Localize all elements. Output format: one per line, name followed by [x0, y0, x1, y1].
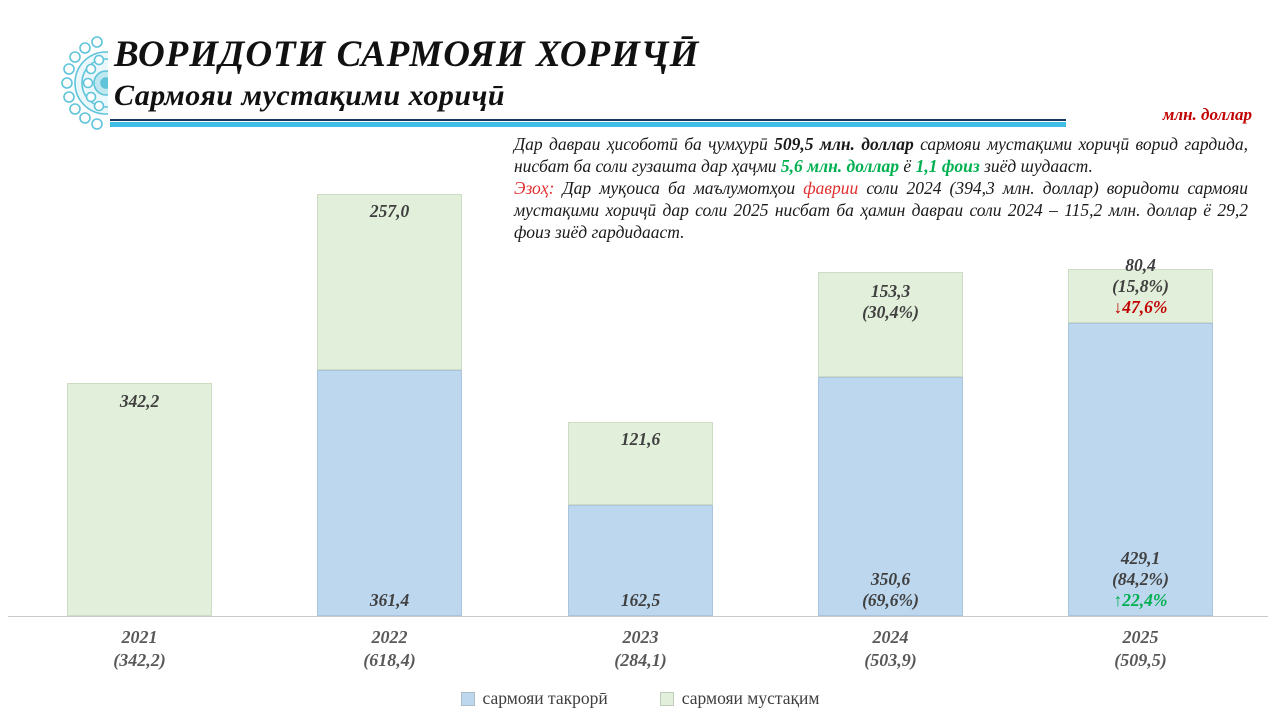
bar-label-direct: 80,4 (15,8%) ↓47,6%: [1048, 255, 1233, 318]
bar-label-reinvested: 350,6 (69,6%): [798, 569, 983, 611]
x-axis-total: (618,4): [363, 650, 416, 670]
commentary-segment: фаврии: [803, 178, 859, 198]
ornament-logo: [61, 36, 108, 130]
commentary-segment: Эзоҳ:: [514, 178, 555, 198]
bar-segment-reinvested: [818, 376, 963, 616]
bar-label-reinvested: 429,1 (84,2%) ↑22,4%: [1048, 548, 1233, 611]
commentary-segment: соли 2024 (394,3 млн. доллар) воридоти с…: [514, 178, 1248, 242]
legend-item: сармояи такрорӣ: [460, 688, 608, 709]
legend-label: сармояи такрорӣ: [482, 688, 608, 708]
legend-swatch: [659, 691, 674, 706]
bar-label-line: 361,4: [369, 590, 410, 610]
page-subtitle: Сармояи мустақими хориҷӣ: [114, 78, 506, 112]
bar-label-reinvested: 162,5: [548, 590, 733, 611]
bar-label-line: 429,1: [1120, 548, 1161, 568]
bar-label-line: (15,8%): [1112, 275, 1169, 296]
bar-label-line: 121,6: [620, 429, 661, 450]
commentary-segment: Дар давраи ҳисоботӣ ба ҷумҳурӣ: [514, 134, 775, 154]
x-axis-line: [8, 616, 1268, 617]
commentary-segment: Дар муқоиса ба маълумотҳои: [554, 178, 804, 198]
commentary-segment: 5,6 млн. доллар: [780, 156, 900, 176]
bar-label-line: ↓47,6%: [1113, 296, 1168, 317]
x-axis-year: 2024: [872, 627, 909, 647]
bar-label-line: (69,6%): [862, 590, 919, 610]
bar-2025: 80,4 (15,8%) ↓47,6% 429,1 (84,2%) ↑22,4%: [1068, 255, 1213, 616]
bar-segment-direct: [67, 382, 212, 616]
x-axis-year: 2025: [1122, 627, 1159, 647]
chart-legend: сармояи такрорӣ сармояи мустақим: [0, 688, 1280, 709]
x-axis-year: 2023: [622, 627, 659, 647]
x-axis-total: (342,2): [113, 650, 166, 670]
legend-label: сармояи мустақим: [681, 688, 820, 708]
commentary-segment: 509,5 млн. доллар: [774, 134, 914, 154]
legend-item: сармояи мустақим: [659, 688, 820, 709]
bar-label-line: 342,2: [119, 390, 160, 411]
x-axis-label: 2023 (284,1): [531, 626, 751, 672]
bar-label-reinvested: 361,4: [297, 590, 482, 611]
bar-2021: 342,2: [67, 382, 212, 616]
x-axis-year: 2021: [121, 627, 158, 647]
x-axis-label: 2024 (503,9): [781, 626, 1001, 672]
bar-label-direct: 153,3 (30,4%): [798, 281, 983, 323]
x-axis-total: (284,1): [614, 650, 667, 670]
x-axis-label: 2021 (342,2): [30, 626, 250, 672]
x-axis-total: (503,9): [864, 650, 917, 670]
bar-label-line: 80,4: [1125, 254, 1156, 275]
page-title: ВОРИДОТИ САРМОЯИ ХОРИҶӢ: [114, 34, 700, 75]
x-axis-year: 2022: [371, 627, 408, 647]
legend-swatch: [460, 691, 475, 706]
x-axis-label: 2025 (509,5): [1031, 626, 1251, 672]
bar-segment-reinvested: [317, 369, 462, 616]
bar-label-line: 153,3: [870, 281, 911, 302]
bar-label-line: 162,5: [620, 590, 661, 610]
bar-segment-direct: [818, 272, 963, 377]
title-underline: [110, 119, 1066, 127]
bar-label-line: (30,4%): [862, 302, 919, 323]
commentary-segment: зиёд шудааст.: [979, 156, 1093, 176]
bar-2023: 121,6 162,5: [568, 422, 713, 616]
bar-segment-reinvested: [1068, 323, 1213, 616]
bar-label-line: ↑22,4%: [1113, 590, 1168, 610]
x-axis-label: 2022 (618,4): [280, 626, 500, 672]
commentary-segment: 1,1 фоиз: [915, 156, 980, 176]
bar-segment-direct: [317, 194, 462, 370]
bar-label-line: 257,0: [369, 201, 410, 222]
bar-label-direct: 342,2: [47, 391, 232, 412]
commentary-text: Дар давраи ҳисоботӣ ба ҷумҳурӣ 509,5 млн…: [514, 133, 1248, 243]
bar-segment-direct: [1068, 268, 1213, 324]
bar-label-line: (84,2%): [1112, 569, 1169, 589]
bar-label-direct: 257,0: [297, 201, 482, 222]
x-axis-total: (509,5): [1114, 650, 1167, 670]
bar-label-direct: 121,6: [548, 429, 733, 450]
bar-segment-reinvested: [568, 505, 713, 616]
bar-2022: 257,0 361,4: [317, 194, 462, 616]
bar-segment-direct: [568, 422, 713, 506]
commentary-segment: сармояи мустақими хориҷӣ ворид гардида, …: [514, 134, 1248, 176]
commentary-segment: ё: [899, 156, 916, 176]
bar-label-line: 350,6: [870, 569, 911, 589]
bar-2024: 153,3 (30,4%) 350,6 (69,6%): [818, 272, 963, 616]
axis-unit-label: млн. доллар: [1162, 105, 1252, 124]
